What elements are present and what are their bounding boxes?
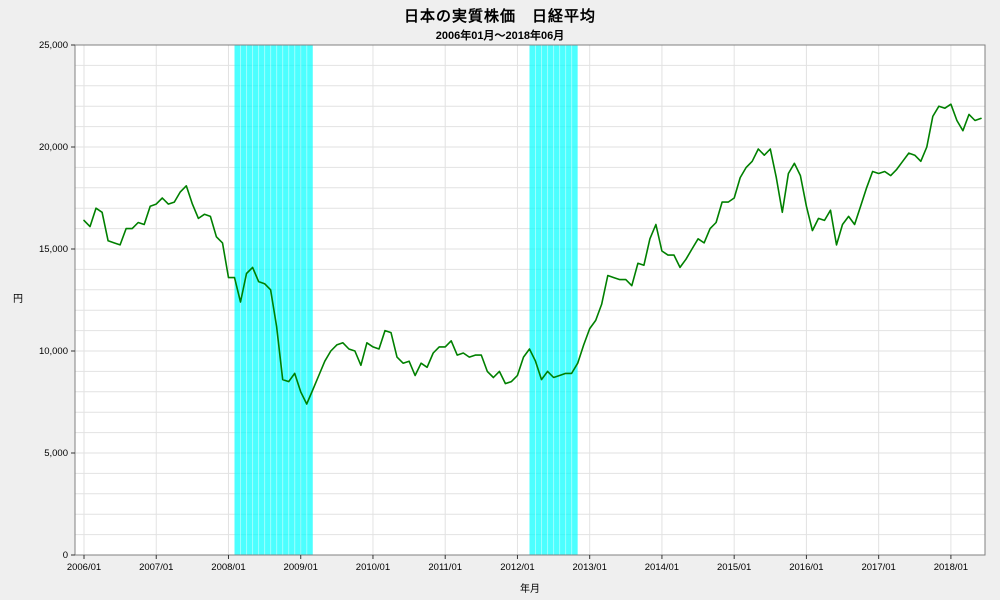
y-tick-label: 5,000: [44, 448, 68, 459]
x-tick-label: 2008/01: [211, 562, 245, 573]
chart-subtitle: 2006年01月～2018年06月: [435, 30, 565, 42]
recession-band: [529, 45, 578, 555]
chart-title: 日本の実質株価 日経平均: [403, 8, 596, 25]
y-tick-label: 15,000: [39, 244, 68, 255]
x-tick-label: 2017/01: [861, 562, 895, 573]
x-tick-label: 2013/01: [573, 562, 607, 573]
x-tick-label: 2014/01: [645, 562, 679, 573]
x-tick-label: 2012/01: [500, 562, 534, 573]
plot-border: [74, 44, 986, 556]
x-tick-label: 2018/01: [934, 562, 968, 573]
x-tick-label: 2011/01: [428, 562, 462, 573]
y-axis-unit-label: 円: [13, 294, 23, 305]
x-tick-label: 2007/01: [139, 562, 173, 573]
recession-band: [234, 45, 313, 555]
x-tick-label: 2009/01: [284, 562, 318, 573]
nikkei-line: [83, 103, 982, 405]
x-tick-label: 2006/01: [67, 562, 101, 573]
x-tick-label: 2016/01: [789, 562, 823, 573]
x-tick-label: 2010/01: [356, 562, 390, 573]
y-tick-label: 25,000: [39, 40, 68, 51]
y-tick-label: 0: [63, 550, 68, 561]
x-axis-label: 年月: [520, 584, 540, 595]
x-tick-label: 2015/01: [717, 562, 751, 573]
y-tick-label: 20,000: [39, 142, 68, 153]
y-tick-label: 10,000: [39, 346, 68, 357]
